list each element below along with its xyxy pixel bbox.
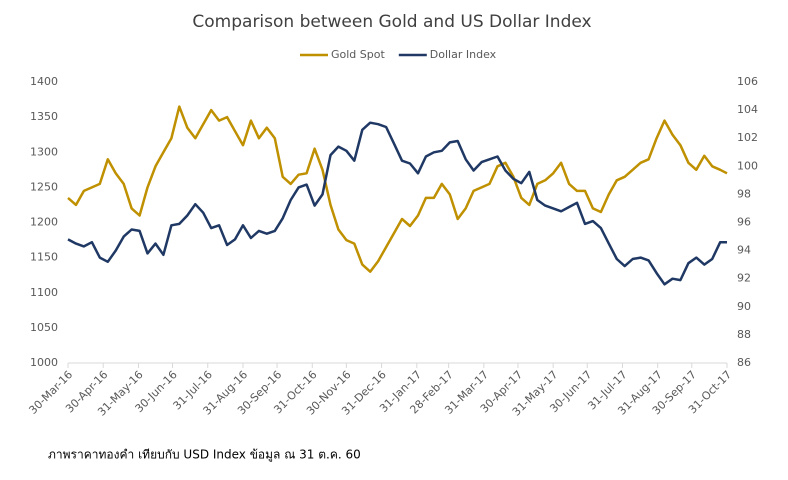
data-line: [67, 105, 728, 273]
y-tick-label: 1100: [30, 286, 58, 299]
y2-tick-label: 88: [737, 328, 751, 341]
y-tick-label: 1400: [30, 75, 58, 88]
y2-tick-label: 94: [737, 244, 751, 257]
y2-tick-label: 102: [737, 131, 758, 144]
data-line: [67, 121, 727, 286]
y2-tick-label: 104: [737, 103, 758, 116]
footnote: ภาพราคาทองคำ เทียบกับ USD Index ข้อมูล ณ…: [48, 448, 361, 463]
y-tick-label: 1200: [30, 216, 58, 229]
y-tick-label: 1300: [30, 145, 58, 158]
y2-tick-label: 92: [737, 272, 751, 285]
y2-tick-label: 86: [737, 356, 751, 369]
y2-tick-label: 100: [737, 159, 758, 172]
y2-tick-label: 98: [737, 187, 751, 200]
chart-title: Comparison between Gold and US Dollar In…: [192, 12, 591, 32]
legend-label: Gold Spot: [331, 48, 385, 61]
y-tick-label: 1350: [30, 110, 58, 123]
y-tick-label: 1000: [30, 356, 58, 369]
y2-tick-label: 96: [737, 216, 751, 229]
y-tick-label: 1250: [30, 180, 58, 193]
y-tick-label: 1050: [30, 321, 58, 334]
y-tick-label: 1150: [30, 251, 58, 264]
legend-label: Dollar Index: [430, 48, 497, 61]
y2-tick-label: 90: [737, 300, 751, 313]
y2-tick-label: 106: [737, 75, 758, 88]
